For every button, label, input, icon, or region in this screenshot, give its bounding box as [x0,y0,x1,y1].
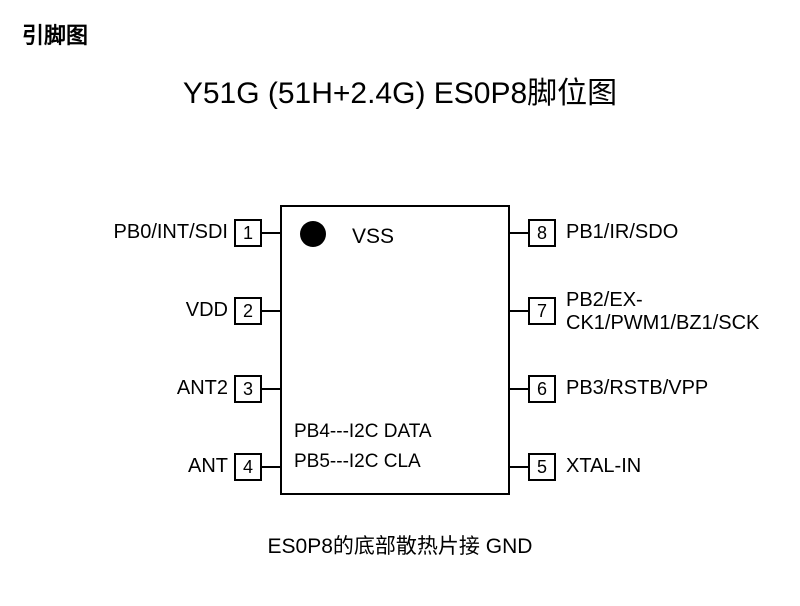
pin-7-label: PB2/EX-CK1/PWM1/BZ1/SCK [566,289,759,335]
pin-8-lead [510,232,528,234]
pin-5-box: 5 [528,453,556,481]
pinout-diagram: VSS PB4---I2C DATA PB5---I2C CLA 1 PB0/IN… [0,205,800,515]
pin-8-label: PB1/IR/SDO [566,221,678,244]
pin-2-lead [262,310,280,312]
pin-2-label: VDD [186,299,228,322]
pin1-indicator-dot [300,221,326,247]
pin-4-label: ANT [188,455,228,478]
pin-2-box: 2 [234,297,262,325]
pin-6-box: 6 [528,375,556,403]
vss-label: VSS [352,225,394,249]
pin-6-lead [510,388,528,390]
pin-5-lead [510,466,528,468]
pin-4-box: 4 [234,453,262,481]
pin-1-lead [262,232,280,234]
pin-1-box: 1 [234,219,262,247]
pin-5-label: XTAL-IN [566,455,641,478]
pin-3-lead [262,388,280,390]
pin-1-label: PB0/INT/SDI [114,221,228,244]
pin-6-label: PB3/RSTB/VPP [566,377,708,400]
inner-text-1: PB4---I2C DATA [294,421,432,443]
pin-8-box: 8 [528,219,556,247]
section-heading: 引脚图 [22,18,88,50]
pin-3-box: 3 [234,375,262,403]
pin-7-box: 7 [528,297,556,325]
diagram-title: Y51G (51H+2.4G) ES0P8脚位图 [0,68,800,112]
pin-4-lead [262,466,280,468]
footnote: ES0P8的底部散热片接 GND [0,530,800,560]
inner-text-2: PB5---I2C CLA [294,451,421,473]
pin-7-lead [510,310,528,312]
pin-3-label: ANT2 [177,377,228,400]
